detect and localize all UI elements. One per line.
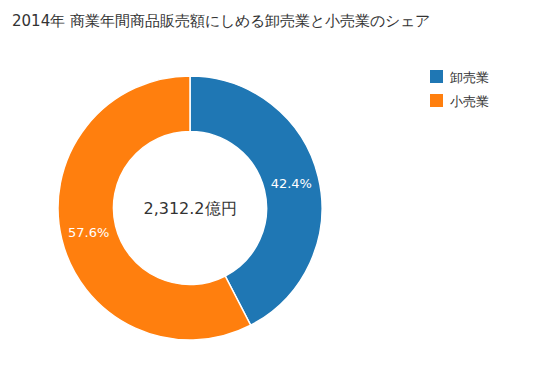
chart: 2014年 商業年間商品販売額にしめる卸売業と小売業のシェア 42.4% 57.6%…	[0, 0, 560, 366]
center-text: 2,312.2億円	[143, 199, 236, 218]
legend-label: 卸売業	[450, 70, 489, 85]
data-label: 57.6%	[68, 225, 109, 240]
data-label: 42.4%	[271, 176, 312, 191]
title: 2014年 商業年間商品販売額にしめる卸売業と小売業のシェア	[12, 12, 430, 30]
slice	[58, 76, 251, 340]
legend-item: 卸売業	[430, 70, 489, 85]
legend-swatch	[430, 70, 443, 83]
legend: 卸売業小売業	[430, 70, 489, 109]
legend-label: 小売業	[450, 94, 489, 109]
legend-swatch	[430, 94, 443, 107]
donut: 42.4% 57.6% 2,312.2億円	[58, 76, 322, 340]
legend-item: 小売業	[430, 94, 489, 109]
